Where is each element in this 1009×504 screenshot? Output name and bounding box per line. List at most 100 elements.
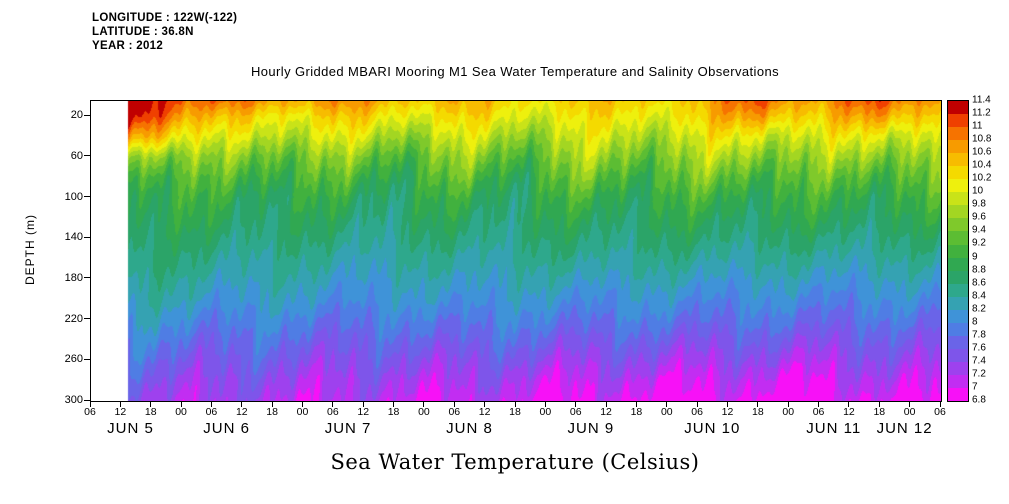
x-tick-mark — [119, 401, 121, 407]
x-tick-label: 18 — [144, 406, 157, 418]
colorbar-label: 7.8 — [972, 329, 986, 341]
colorbar-label: 7 — [972, 381, 978, 393]
y-tick-label: 140 — [64, 231, 83, 244]
x-tick-mark — [696, 401, 698, 407]
x-tick-mark — [210, 401, 212, 407]
colorbar-segment — [948, 205, 968, 219]
x-tick-label: 18 — [752, 406, 764, 418]
y-tick-label: 220 — [64, 312, 83, 325]
colorbar-segment — [948, 218, 968, 232]
x-tick-label: 18 — [630, 406, 643, 418]
colorbar-label: 9.6 — [972, 211, 986, 223]
colorbar-label: 8.6 — [972, 277, 986, 289]
y-tick-label: 180 — [64, 271, 83, 284]
colorbar-label: 7.6 — [972, 342, 986, 354]
x-axis-date-label: JUN 10 — [684, 420, 741, 437]
y-tick-mark — [84, 399, 90, 401]
x-tick-label: 06 — [812, 406, 825, 418]
x-tick-mark — [332, 401, 334, 407]
x-tick-label: 06 — [327, 406, 339, 418]
colorbar-label: 8.8 — [972, 264, 986, 276]
header-longitude: LONGITUDE : 122W(-122) — [92, 12, 238, 24]
y-tick-mark — [84, 318, 90, 320]
y-tick-mark — [84, 358, 90, 360]
y-tick-mark — [84, 277, 90, 279]
x-tick-label: 18 — [266, 406, 278, 418]
heatmap-canvas — [91, 101, 941, 401]
x-tick-mark — [635, 401, 637, 407]
x-axis-date-label: JUN 9 — [567, 420, 615, 437]
x-tick-mark — [453, 401, 455, 407]
colorbar-segment — [948, 114, 968, 128]
colorbar-label: 9.2 — [972, 237, 986, 249]
x-tick-mark — [757, 401, 759, 407]
colorbar-label: 10.8 — [972, 133, 992, 145]
x-tick-label: 06 — [934, 406, 946, 418]
x-tick-label: 12 — [843, 406, 855, 418]
plot-area — [90, 100, 942, 402]
y-tick-label: 20 — [70, 109, 83, 122]
x-tick-mark — [818, 401, 820, 407]
y-tick-label: 60 — [70, 149, 83, 162]
x-tick-label: 00 — [782, 406, 795, 418]
colorbar-segment — [948, 388, 968, 402]
colorbar-label: 11 — [972, 120, 983, 132]
x-tick-label: 12 — [114, 406, 127, 418]
x-tick-label: 06 — [205, 406, 218, 418]
x-tick-label: 18 — [387, 406, 400, 418]
colorbar-segment — [948, 244, 968, 258]
colorbar-segment — [948, 231, 968, 245]
colorbar-segment — [948, 166, 968, 180]
colorbar-segment — [948, 283, 968, 297]
colorbar-label: 10 — [972, 185, 984, 197]
x-tick-label: 06 — [691, 406, 703, 418]
x-tick-label: 06 — [84, 406, 96, 418]
x-tick-label: 18 — [509, 406, 521, 418]
x-tick-label: 00 — [539, 406, 552, 418]
x-tick-mark — [878, 401, 880, 407]
x-tick-mark — [241, 401, 243, 407]
x-tick-mark — [150, 401, 152, 407]
x-tick-mark — [605, 401, 607, 407]
x-axis-date-label: JUN 7 — [324, 420, 372, 437]
x-axis-date-label: JUN 8 — [446, 420, 493, 437]
colorbar-segment — [948, 257, 968, 271]
x-axis-date-label: JUN 11 — [806, 420, 862, 437]
x-tick-mark — [484, 401, 486, 407]
colorbar-segment — [948, 127, 968, 141]
x-tick-mark — [787, 401, 789, 407]
colorbar-segment — [948, 309, 968, 323]
x-tick-label: 12 — [478, 406, 491, 418]
x-tick-label: 00 — [296, 406, 309, 418]
colorbar-segment — [948, 348, 968, 362]
y-tick-mark — [84, 196, 90, 198]
colorbar-segment — [948, 140, 968, 154]
colorbar-segment — [948, 361, 968, 375]
colorbar-label: 8 — [972, 316, 978, 328]
colorbar-label: 10.2 — [972, 172, 992, 184]
x-axis-date-label: JUN 12 — [876, 420, 933, 437]
colorbar-label: 10.4 — [972, 159, 992, 171]
plot-title: Hourly Gridded MBARI Mooring M1 Sea Wate… — [251, 64, 779, 79]
x-tick-mark — [423, 401, 425, 407]
x-tick-label: 12 — [600, 406, 612, 418]
colorbar-label: 9.8 — [972, 198, 986, 210]
figure-caption: Sea Water Temperature (Celsius) — [330, 450, 700, 474]
y-tick-mark — [84, 114, 90, 116]
x-tick-label: 18 — [873, 406, 886, 418]
x-tick-mark — [362, 401, 364, 407]
colorbar-segment — [948, 335, 968, 349]
x-tick-mark — [727, 401, 728, 407]
x-tick-mark — [271, 401, 273, 407]
y-tick-label: 300 — [64, 394, 83, 406]
x-tick-mark — [302, 401, 303, 407]
y-tick-label: 260 — [64, 353, 83, 366]
y-tick-mark — [84, 155, 90, 157]
colorbar-segment — [948, 192, 968, 206]
colorbar-label: 11.2 — [972, 107, 991, 119]
y-tick-mark — [84, 236, 90, 238]
x-tick-mark — [180, 401, 182, 407]
colorbar-segment — [948, 179, 968, 193]
colorbar-label: 9.4 — [972, 224, 986, 236]
x-tick-mark — [666, 401, 668, 407]
